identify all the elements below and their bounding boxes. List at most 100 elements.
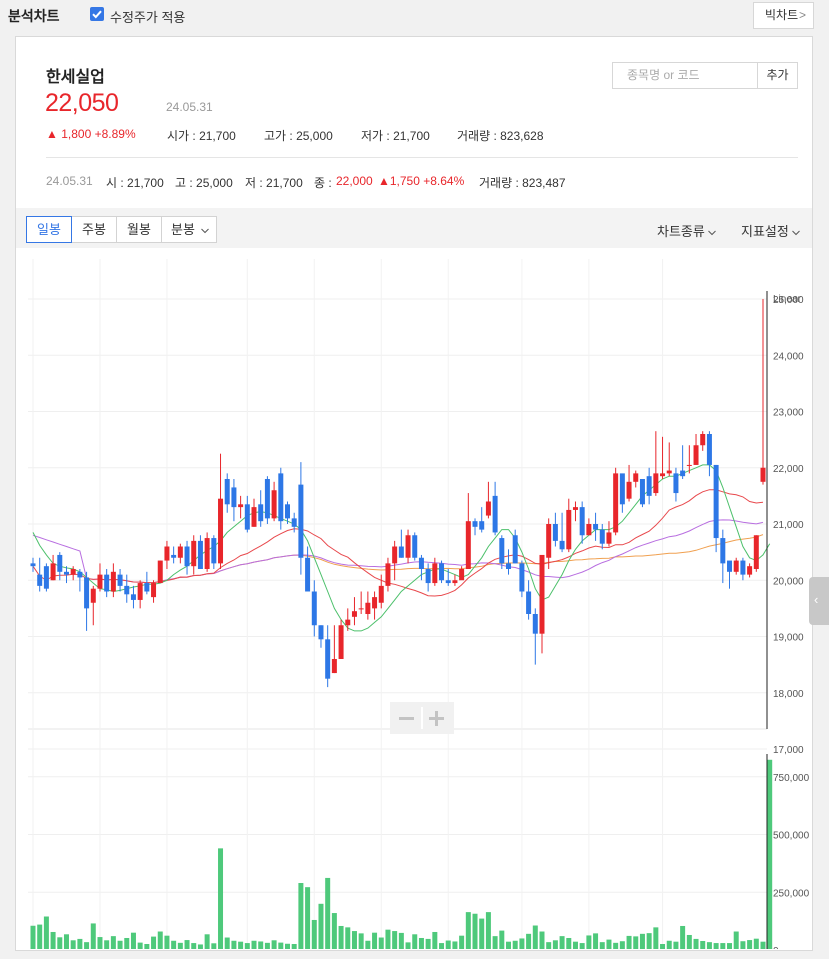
candle-body [552, 524, 558, 541]
check-icon[interactable] [90, 7, 104, 21]
candle-body [686, 464, 692, 466]
candle-body [50, 563, 56, 581]
candle-body [646, 476, 652, 496]
volume-bar [278, 942, 284, 950]
volume-bar [117, 940, 123, 950]
candle-body [244, 504, 250, 530]
volume-bar [258, 941, 264, 950]
volume-bar [693, 938, 699, 950]
tab-monthly[interactable]: 월봉 [116, 216, 162, 243]
candle-body [331, 659, 337, 674]
price-volume-chart[interactable]: Linear 17,000 18,000 19,000 20,000 21,000 22,0… [16, 249, 812, 957]
volume-bar [218, 848, 224, 950]
volume-bar [613, 942, 619, 950]
expand-handle[interactable]: ‹ [809, 577, 829, 625]
candle-body [593, 524, 599, 530]
candle-body [418, 557, 424, 569]
tab-weekly[interactable]: 주봉 [71, 216, 117, 243]
candle-body [727, 560, 733, 572]
zoom-controls[interactable] [390, 702, 454, 734]
tab-minute[interactable]: 분봉 [161, 216, 217, 243]
candle-body [606, 532, 612, 544]
candle-body [258, 504, 264, 522]
candle-body [633, 473, 639, 482]
volume-bar [740, 941, 746, 950]
candle-body [512, 535, 518, 564]
volume-bar [572, 941, 578, 950]
candle-body [720, 538, 726, 564]
volume-bar [499, 930, 505, 950]
candle-body [124, 585, 130, 595]
candle-body [747, 566, 753, 575]
volume-bar [224, 937, 230, 950]
volume-bar [760, 941, 766, 950]
chevron-down-icon [708, 230, 717, 236]
volume-bar [378, 937, 384, 950]
add-button[interactable]: 추가 [757, 62, 798, 89]
price-tick-label: 25,000 [773, 295, 804, 306]
volume-bar [686, 934, 692, 950]
volume-bar [144, 943, 150, 950]
plus-icon[interactable] [429, 711, 444, 726]
volume-bar [77, 938, 83, 950]
open-price: 시가 : 21,700 [167, 129, 236, 143]
volume-bar [311, 919, 317, 950]
volume-bar [351, 931, 357, 950]
volume-bar [318, 903, 324, 950]
chart-area[interactable]: Linear 17,000 18,000 19,000 20,000 21,000 22,0… [16, 249, 812, 957]
candle-body [459, 569, 465, 581]
volume-bar [492, 936, 498, 950]
candle-body [157, 560, 163, 584]
candle-body [499, 538, 505, 564]
volume-bar [244, 943, 250, 950]
candle-body [110, 571, 116, 592]
candle-body [97, 574, 103, 589]
divider [46, 157, 798, 158]
candle-body [117, 574, 123, 586]
candle-body [77, 571, 83, 578]
tab-daily[interactable]: 일봉 [26, 216, 72, 243]
candle-body [532, 614, 538, 634]
candle-body [733, 560, 739, 572]
day-low: 저 : 21,700 [245, 176, 303, 190]
trade-volume: 거래량 : 823,628 [457, 129, 544, 143]
candle-body [599, 529, 605, 544]
candle-body [385, 563, 391, 586]
big-chart-button[interactable]: 빅차트 > [753, 2, 814, 29]
adjusted-price-label[interactable]: 수정주가 적용 [110, 10, 186, 25]
candle-body [452, 580, 458, 584]
candle-body [184, 546, 190, 567]
price-tick-label: 23,000 [773, 408, 804, 419]
candle-body [398, 546, 404, 558]
candle-body [365, 602, 371, 614]
indicator-menu[interactable]: 지표설정 [741, 221, 801, 240]
volume-bar [365, 940, 371, 950]
volume-bar [157, 931, 163, 950]
volume-bar [70, 940, 76, 950]
candle-body [311, 591, 317, 626]
volume-bar [673, 941, 679, 950]
candle-body [197, 540, 203, 569]
volume-bar [84, 942, 90, 950]
ma20-line [32, 489, 764, 597]
candle-body [519, 563, 525, 592]
candle-body [325, 639, 331, 679]
minus-icon[interactable] [399, 717, 414, 720]
price-tick-label: 18,000 [773, 689, 804, 700]
candle-body [291, 518, 297, 527]
price-tick-label: 22,000 [773, 464, 804, 475]
candle-body [90, 588, 96, 603]
candle-body [191, 540, 197, 567]
candle-body [680, 470, 686, 477]
chevron-right-icon: > [798, 8, 806, 22]
current-price: 22,050 [45, 89, 119, 117]
stock-search-input[interactable]: 종목명 or 코드 [612, 62, 758, 89]
day-open: 시 : 21,700 [106, 176, 164, 190]
volume-bar [599, 942, 605, 950]
candle-body [63, 571, 69, 575]
volume-bar [546, 942, 552, 950]
scale-label: Linear [773, 294, 801, 305]
candle-body [586, 524, 592, 536]
chart-type-menu[interactable]: 차트종류 [657, 221, 717, 240]
volume-bar [559, 936, 565, 950]
